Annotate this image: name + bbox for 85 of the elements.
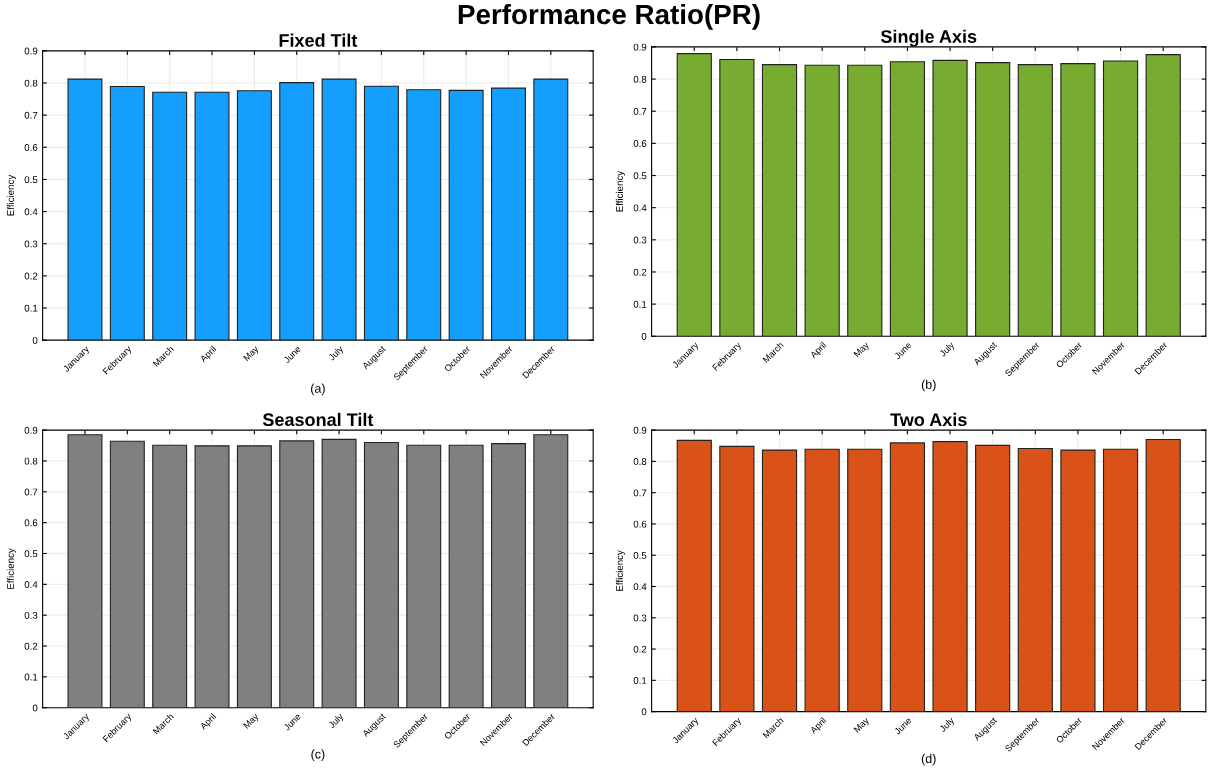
bar [67, 78, 103, 341]
y-tick-label: 0.7 [24, 111, 38, 119]
y-tick-label: 0.9 [24, 47, 38, 55]
y-tick-label: 0.4 [24, 581, 38, 588]
bar [761, 64, 798, 337]
text: (a) [311, 383, 325, 396]
bar [279, 82, 315, 341]
x-tick-label: May [243, 345, 261, 363]
y-tick-label: 0.8 [633, 458, 647, 465]
y-tick-label: 0.2 [633, 645, 647, 653]
bar [804, 64, 840, 337]
chart-title: Fixed Tilt [279, 33, 358, 47]
y-tick-label: 0 [641, 332, 647, 340]
bar [321, 78, 357, 341]
y-tick-label: 0.7 [633, 489, 647, 497]
y-tick-label: 0.1 [633, 300, 647, 308]
bar [975, 62, 1011, 337]
bar [236, 90, 272, 341]
bar [932, 59, 968, 337]
y-tick-label: 0.2 [24, 642, 38, 650]
bar [847, 64, 883, 337]
bar [109, 85, 145, 341]
y-tick-label: 0 [32, 336, 38, 344]
y-tick-label: 0.8 [24, 79, 38, 87]
y-tick-label: 0.8 [24, 457, 38, 465]
bar [194, 91, 230, 341]
y-tick-label: 0.5 [24, 176, 38, 184]
y-tick-label: 0.5 [633, 172, 647, 180]
y-tick-label: 0.9 [633, 426, 647, 434]
y-tick-label: 0.1 [24, 673, 38, 681]
x-tick-label: July [938, 716, 956, 734]
y-tick-label: 0.8 [633, 75, 647, 83]
text: (b) [921, 379, 936, 392]
bar [1060, 63, 1096, 337]
x-tick-label: May [853, 716, 871, 734]
x-tick-label: July [327, 345, 346, 363]
y-axis-title: Efficiency [6, 174, 16, 216]
bar [719, 58, 755, 337]
y-tick-label: 0.4 [633, 204, 647, 212]
x-tick-label: July [327, 712, 346, 730]
y-tick-label: 0.5 [24, 550, 38, 558]
text: (c) [311, 749, 325, 761]
bar [533, 78, 569, 341]
y-tick-label: 0.3 [24, 611, 38, 619]
y-tick-label: 0.1 [633, 677, 647, 684]
y-tick-label: 0.6 [24, 519, 38, 527]
bar [448, 89, 484, 341]
y-tick-label: 0.2 [633, 268, 647, 276]
y-tick-label: 0.6 [633, 520, 647, 528]
bar [152, 91, 188, 341]
y-tick-label: 0.7 [633, 107, 647, 115]
y-tick-label: 0.4 [24, 208, 38, 216]
y-tick-label: 0.7 [24, 488, 38, 496]
y-tick-label: 0.2 [24, 272, 38, 280]
chart-title: Two Axis [890, 412, 967, 427]
y-tick-label: 0.3 [24, 240, 38, 248]
bar [490, 87, 526, 341]
chart-title: Seasonal Tilt [262, 412, 374, 427]
bar [363, 85, 399, 341]
y-tick-label: 0.9 [633, 43, 647, 51]
bar [889, 61, 926, 337]
text: Performance Ratio(PR) [458, 3, 760, 30]
y-tick-label: 0 [641, 708, 647, 716]
y-tick-label: 0 [32, 704, 38, 712]
bar [406, 89, 442, 341]
y-tick-label: 0.9 [24, 426, 38, 434]
y-axis-title: Efficiency [615, 550, 625, 591]
x-tick-label: July [938, 341, 956, 359]
y-tick-label: 0.3 [633, 614, 647, 622]
y-tick-label: 0.5 [633, 551, 647, 559]
y-tick-label: 0.6 [24, 144, 38, 151]
x-tick-label: May [853, 341, 871, 359]
text: (d) [921, 753, 936, 766]
y-axis-title: Efficiency [6, 548, 16, 589]
bar [1145, 54, 1181, 337]
y-tick-label: 0.1 [24, 304, 38, 312]
x-tick-label: May [243, 712, 261, 731]
y-tick-label: 0.3 [633, 236, 647, 244]
y-tick-label: 0.6 [633, 140, 647, 147]
bar [1017, 64, 1053, 337]
bar [676, 53, 712, 337]
chart-title: Single Axis [880, 29, 977, 47]
y-axis-title: Efficiency [615, 170, 625, 212]
bar [1102, 60, 1139, 337]
y-tick-label: 0.4 [633, 583, 647, 591]
